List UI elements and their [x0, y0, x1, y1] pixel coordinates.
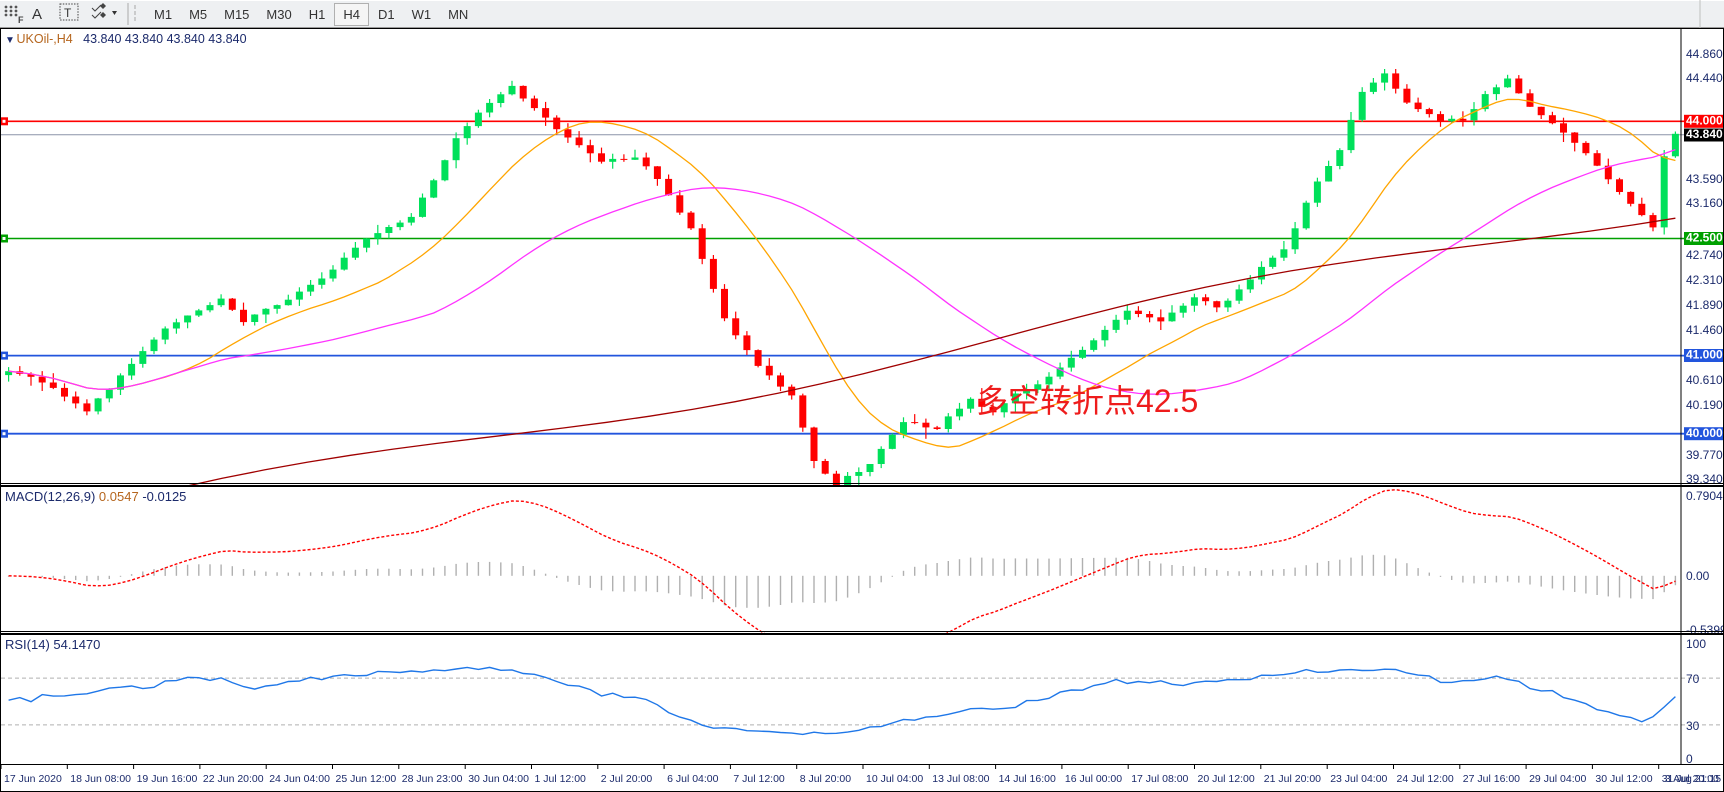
- svg-text:100: 100: [1686, 637, 1706, 651]
- svg-text:19 Jun 16:00: 19 Jun 16:00: [137, 773, 198, 785]
- svg-text:42.310: 42.310: [1686, 273, 1723, 287]
- svg-text:44.860: 44.860: [1686, 47, 1723, 61]
- svg-text:21 Jul 20:00: 21 Jul 20:00: [1264, 773, 1321, 785]
- svg-text:17 Jun 2020: 17 Jun 2020: [4, 773, 62, 785]
- svg-text:13 Jul 08:00: 13 Jul 08:00: [932, 773, 989, 785]
- svg-text:7 Jul 12:00: 7 Jul 12:00: [733, 773, 785, 785]
- svg-text:17 Jul 08:00: 17 Jul 08:00: [1131, 773, 1188, 785]
- svg-text:22 Jun 20:00: 22 Jun 20:00: [203, 773, 264, 785]
- svg-text:3 Aug 21:15: 3 Aug 21:15: [1665, 773, 1721, 785]
- svg-text:43.160: 43.160: [1686, 196, 1723, 210]
- svg-text:18 Jun 08:00: 18 Jun 08:00: [70, 773, 131, 785]
- svg-text:44.440: 44.440: [1686, 71, 1723, 85]
- svg-text:10 Jul 04:00: 10 Jul 04:00: [866, 773, 923, 785]
- svg-text:25 Jun 12:00: 25 Jun 12:00: [336, 773, 397, 785]
- svg-text:30 Jun 04:00: 30 Jun 04:00: [468, 773, 529, 785]
- svg-text:30 Jul 12:00: 30 Jul 12:00: [1595, 773, 1652, 785]
- svg-text:6 Jul 04:00: 6 Jul 04:00: [667, 773, 719, 785]
- svg-text:28 Jun 23:00: 28 Jun 23:00: [402, 773, 463, 785]
- svg-text:0: 0: [1686, 752, 1693, 764]
- svg-text:0.7904: 0.7904: [1686, 489, 1723, 503]
- svg-text:41.000: 41.000: [1686, 348, 1723, 362]
- svg-text:24 Jul 12:00: 24 Jul 12:00: [1397, 773, 1454, 785]
- svg-text:T: T: [64, 6, 72, 20]
- svg-text:70: 70: [1686, 672, 1700, 686]
- svg-text:43.840: 43.840: [1686, 127, 1723, 141]
- svg-text:24 Jun 04:00: 24 Jun 04:00: [269, 773, 330, 785]
- svg-text:23 Jul 04:00: 23 Jul 04:00: [1330, 773, 1387, 785]
- svg-text:40.610: 40.610: [1686, 373, 1723, 387]
- svg-text:16 Jul 00:00: 16 Jul 00:00: [1065, 773, 1122, 785]
- svg-text:1 Jul 12:00: 1 Jul 12:00: [535, 773, 587, 785]
- svg-text:41.460: 41.460: [1686, 323, 1723, 337]
- svg-text:42.740: 42.740: [1686, 248, 1723, 262]
- svg-text:40.190: 40.190: [1686, 398, 1723, 412]
- svg-text:41.890: 41.890: [1686, 298, 1723, 312]
- svg-text:29 Jul 04:00: 29 Jul 04:00: [1529, 773, 1586, 785]
- svg-text:27 Jul 16:00: 27 Jul 16:00: [1463, 773, 1520, 785]
- svg-text:43.590: 43.590: [1686, 172, 1723, 186]
- svg-text:42.500: 42.500: [1686, 231, 1723, 245]
- svg-text:-0.5399: -0.5399: [1686, 623, 1724, 634]
- svg-text:30: 30: [1686, 719, 1700, 733]
- svg-text:39.770: 39.770: [1686, 448, 1723, 462]
- svg-text:2 Jul 20:00: 2 Jul 20:00: [601, 773, 653, 785]
- svg-text:F: F: [18, 15, 24, 25]
- svg-text:44.000: 44.000: [1686, 114, 1723, 128]
- svg-text:0.00: 0.00: [1686, 569, 1710, 583]
- svg-text:多空转折点42.5: 多空转折点42.5: [976, 383, 1198, 419]
- svg-text:20 Jul 12:00: 20 Jul 12:00: [1198, 773, 1255, 785]
- svg-text:40.000: 40.000: [1686, 426, 1723, 440]
- svg-text:8 Jul 20:00: 8 Jul 20:00: [800, 773, 852, 785]
- svg-text:A: A: [32, 6, 42, 23]
- svg-text:14 Jul 16:00: 14 Jul 16:00: [999, 773, 1056, 785]
